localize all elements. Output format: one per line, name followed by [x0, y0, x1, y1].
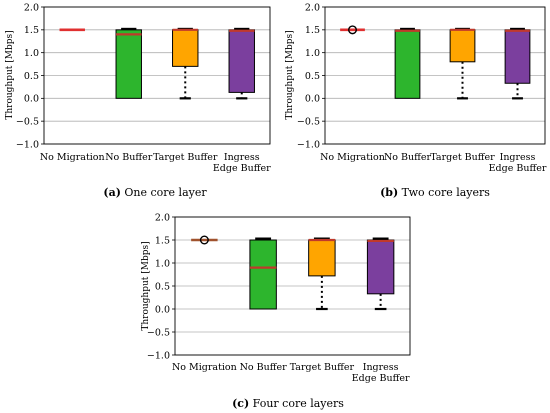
- box: [308, 239, 336, 277]
- caption-letter: (b): [380, 186, 398, 199]
- box: [172, 29, 199, 67]
- box: [249, 239, 277, 310]
- caption-text: Two core layers: [398, 186, 490, 199]
- y-tick-label: 0.5: [155, 281, 170, 292]
- category-label: Ingress: [500, 152, 536, 163]
- box: [228, 29, 255, 93]
- y-axis-label: Throughput [Mbps]: [141, 241, 151, 330]
- y-tick-label: −0.5: [16, 116, 39, 127]
- y-tick-label: 2.0: [305, 2, 320, 13]
- chart-panel-3: 2.0 1.5 1.0 0.5 0.0 −0.5 −1.0 Throughput [Mbps]…: [141, 212, 411, 410]
- box: [504, 29, 531, 84]
- y-tick-label: 1.5: [24, 25, 39, 36]
- category-label: Ingress: [363, 362, 399, 373]
- y-tick-label: 1.0: [155, 258, 170, 269]
- y-tick-label: 0.5: [305, 71, 320, 82]
- box: [115, 29, 142, 99]
- category-label: Ingress: [224, 152, 260, 163]
- category-label: No Buffer: [384, 152, 432, 163]
- y-tick-label: 1.5: [155, 235, 170, 246]
- y-tick-label: 1.5: [305, 25, 320, 36]
- y-tick-label: −1.0: [16, 139, 39, 150]
- caption-letter: (c): [232, 397, 249, 410]
- category-label: No Migration: [320, 152, 385, 163]
- outlier-point: [199, 235, 209, 245]
- plot-frame: [174, 216, 411, 356]
- category-label: No Migration: [172, 362, 237, 373]
- box: [449, 29, 476, 63]
- y-tick-label: 0.0: [24, 94, 39, 105]
- chart-caption: (b) Two core layers: [380, 186, 490, 199]
- chart-caption: (c) Four core layers: [232, 397, 344, 410]
- caption-letter: (a): [103, 186, 121, 199]
- y-tick-label: −1.0: [147, 350, 170, 361]
- y-tick-label: 2.0: [24, 2, 39, 13]
- category-label: Target Buffer: [153, 152, 218, 163]
- category-label: No Buffer: [240, 362, 288, 373]
- plot-frame: [43, 6, 271, 145]
- category-label: Edge Buffer: [352, 373, 410, 384]
- category-label: Edge Buffer: [213, 163, 271, 174]
- category-label: Target Buffer: [430, 152, 495, 163]
- y-axis-label: Throughput [Mbps]: [5, 30, 15, 119]
- y-tick-label: 1.0: [305, 48, 320, 59]
- chart-panel-1: 2.0 1.5 1.0 0.5 0.0 −0.5 −1.0 Throughput [Mbps]…: [5, 2, 271, 199]
- caption-text: Four core layers: [249, 397, 344, 410]
- y-tick-label: −0.5: [147, 327, 170, 338]
- category-label: Edge Buffer: [489, 163, 547, 174]
- y-tick-label: 0.0: [155, 304, 170, 315]
- chart-panel-2: 2.0 1.5 1.0 0.5 0.0 −0.5 −1.0 Throughput [Mbps]…: [285, 2, 547, 199]
- box: [394, 29, 421, 99]
- y-tick-label: −1.0: [297, 139, 320, 150]
- y-tick-label: −0.5: [297, 116, 320, 127]
- category-label: Target Buffer: [290, 362, 355, 373]
- category-label: No Buffer: [105, 152, 153, 163]
- chart-caption: (a) One core layer: [103, 186, 207, 199]
- y-tick-label: 0.0: [305, 94, 320, 105]
- caption-text: One core layer: [121, 186, 207, 199]
- outlier-point: [348, 25, 358, 35]
- y-tick-label: 2.0: [155, 212, 170, 223]
- y-axis-label: Throughput [Mbps]: [285, 30, 295, 119]
- plot-frame: [324, 6, 546, 145]
- category-label: No Migration: [40, 152, 105, 163]
- y-tick-label: 1.0: [24, 48, 39, 59]
- box: [366, 239, 395, 295]
- y-tick-label: 0.5: [24, 71, 39, 82]
